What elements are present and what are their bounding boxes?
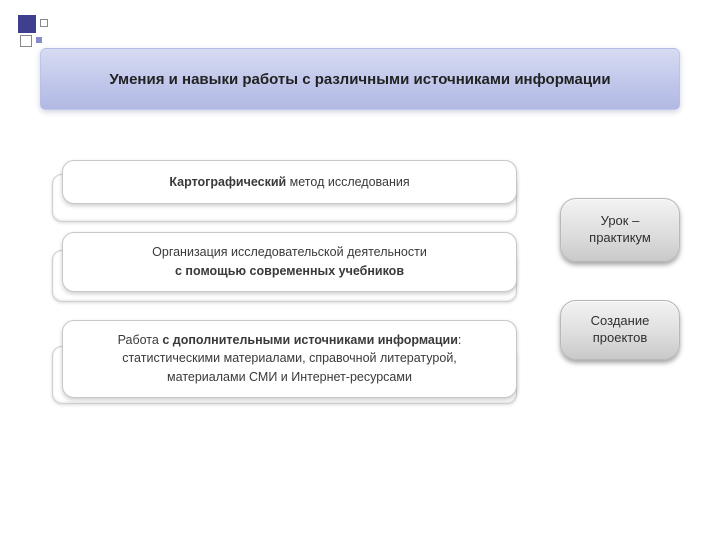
text-bold: Картографический [169, 175, 286, 189]
text-bold: с дополнительными источниками информации [162, 333, 458, 347]
box-front-layer: Работа с дополнительными источниками инф… [62, 320, 517, 398]
box-line: Работа с дополнительными источниками инф… [118, 331, 462, 350]
box-line: Организация исследовательской деятельнос… [152, 243, 427, 262]
title-text: Умения и навыки работы с различными исто… [109, 71, 610, 88]
text: проектов [593, 330, 648, 345]
decor-square [36, 37, 42, 43]
box-front-layer: Картографический метод исследования [62, 160, 517, 204]
text: Работа [118, 333, 163, 347]
text: : [458, 333, 461, 347]
text: практикум [589, 230, 651, 245]
box-line: Картографический метод исследования [169, 173, 409, 192]
side-button-practicum: Урок – практикум [560, 198, 680, 262]
button-text: Создание проектов [591, 313, 650, 347]
content-box: Работа с дополнительными источниками инф… [62, 320, 527, 398]
decor-square [20, 35, 32, 47]
content-box: Картографический метод исследования [62, 160, 527, 204]
side-button-projects: Создание проектов [560, 300, 680, 360]
box-line: материалами СМИ и Интернет-ресурсами [167, 368, 412, 387]
box-line: статистическими материалами, справочной … [122, 349, 457, 368]
box-line-bold: с помощью современных учебников [175, 262, 404, 281]
text: Создание [591, 313, 650, 328]
content-box: Организация исследовательской деятельнос… [62, 232, 527, 292]
box-front-layer: Организация исследовательской деятельнос… [62, 232, 517, 292]
text: метод исследования [286, 175, 409, 189]
decor-square [40, 19, 48, 27]
content-column: Картографический метод исследования Орга… [62, 160, 527, 426]
title-banner: Умения и навыки работы с различными исто… [40, 48, 680, 110]
decor-square [18, 15, 36, 33]
button-text: Урок – практикум [589, 213, 651, 247]
text: Урок – [601, 213, 640, 228]
